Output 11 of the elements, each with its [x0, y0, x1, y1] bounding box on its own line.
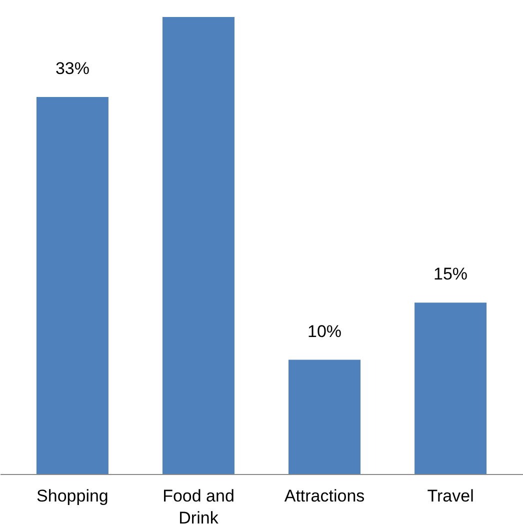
x-tick-label: Attractions	[284, 486, 365, 506]
bar	[288, 360, 361, 474]
data-label: 10%	[307, 322, 342, 341]
bar	[414, 302, 487, 474]
x-tick-label: Food and Drink	[162, 486, 234, 528]
bar	[162, 17, 234, 474]
data-label: 33%	[55, 58, 90, 78]
data-label: 15%	[434, 264, 468, 284]
bar	[36, 96, 108, 474]
x-tick-label: Travel	[427, 486, 474, 506]
x-tick-label: Shopping	[36, 486, 108, 506]
